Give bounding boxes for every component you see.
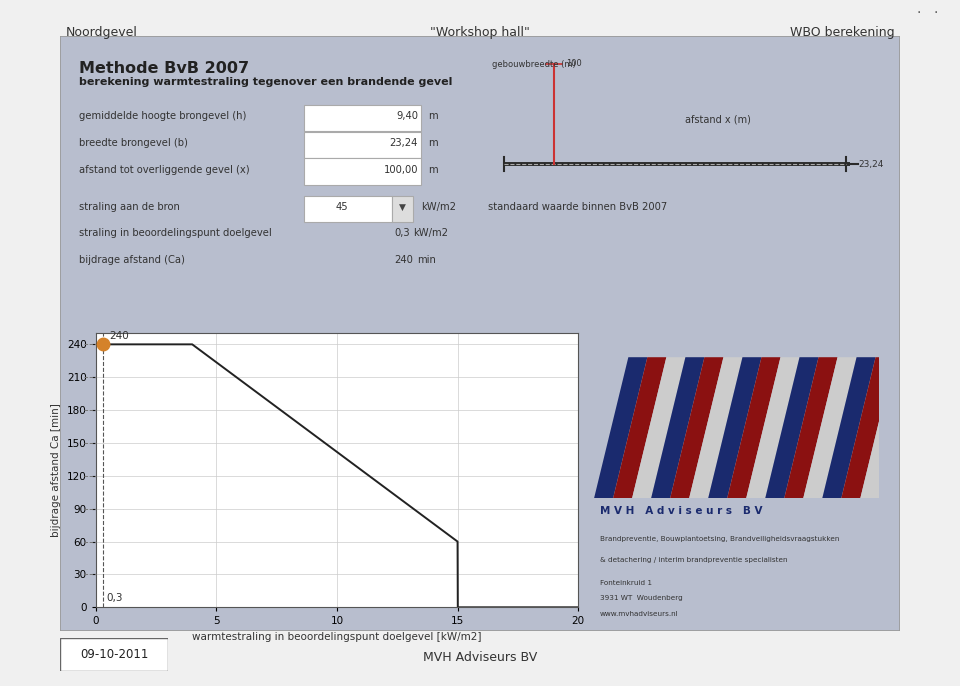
Polygon shape: [594, 357, 647, 498]
Text: MVH Adviseurs BV: MVH Adviseurs BV: [422, 651, 538, 663]
Polygon shape: [632, 357, 685, 498]
Polygon shape: [823, 357, 876, 498]
Text: m: m: [428, 111, 438, 121]
Bar: [879, 357, 923, 498]
Polygon shape: [804, 357, 856, 498]
Text: Methode BvB 2007: Methode BvB 2007: [79, 60, 249, 75]
Text: straling aan de bron: straling aan de bron: [79, 202, 180, 212]
Polygon shape: [651, 357, 705, 498]
Text: Fonteinkruid 1: Fonteinkruid 1: [600, 580, 652, 586]
Bar: [594, 498, 879, 613]
X-axis label: warmtestraling in beoordelingspunt doelgevel [kW/m2]: warmtestraling in beoordelingspunt doelg…: [192, 632, 482, 642]
Text: afstand tot overliggende gevel (x): afstand tot overliggende gevel (x): [79, 165, 250, 175]
Text: & detachering / interim brandpreventie specialisten: & detachering / interim brandpreventie s…: [600, 557, 787, 563]
FancyBboxPatch shape: [303, 105, 421, 131]
FancyBboxPatch shape: [392, 196, 413, 222]
Text: Noordgevel: Noordgevel: [65, 26, 137, 39]
Text: 23,24: 23,24: [858, 160, 883, 169]
Text: 240: 240: [109, 331, 129, 341]
Text: afstand x (m): afstand x (m): [685, 115, 752, 125]
Text: ·: ·: [917, 6, 922, 20]
Polygon shape: [708, 357, 761, 498]
Text: m: m: [428, 165, 438, 175]
Text: "Workshop hall": "Workshop hall": [430, 26, 530, 39]
FancyBboxPatch shape: [303, 132, 421, 158]
Text: www.mvhadviseurs.nl: www.mvhadviseurs.nl: [600, 611, 679, 617]
Text: 240: 240: [395, 255, 414, 265]
FancyBboxPatch shape: [303, 196, 392, 222]
FancyBboxPatch shape: [303, 158, 421, 185]
Text: ▼: ▼: [399, 202, 406, 212]
Text: 100,00: 100,00: [383, 165, 418, 175]
Polygon shape: [670, 357, 724, 498]
Text: 45: 45: [335, 202, 348, 212]
Text: min: min: [417, 255, 436, 265]
Polygon shape: [841, 357, 895, 498]
Text: Brandpreventie, Bouwplantoetsing, Brandveiligheidsvraagstukken: Brandpreventie, Bouwplantoetsing, Brandv…: [600, 536, 839, 543]
Text: 100: 100: [566, 60, 582, 69]
Text: m: m: [428, 138, 438, 148]
Y-axis label: bijdrage afstand Ca [min]: bijdrage afstand Ca [min]: [52, 403, 61, 537]
Text: berekening warmtestraling tegenover een brandende gevel: berekening warmtestraling tegenover een …: [79, 78, 452, 87]
Text: gemiddelde hoogte brongevel (h): gemiddelde hoogte brongevel (h): [79, 111, 247, 121]
Text: standaard waarde binnen BvB 2007: standaard waarde binnen BvB 2007: [489, 202, 667, 212]
Polygon shape: [765, 357, 819, 498]
Polygon shape: [613, 357, 666, 498]
Text: kW/m2: kW/m2: [421, 202, 456, 212]
Text: 0,3: 0,3: [107, 593, 123, 603]
Polygon shape: [728, 357, 780, 498]
Text: 9,40: 9,40: [396, 111, 418, 121]
Text: 09-10-2011: 09-10-2011: [80, 648, 149, 661]
FancyBboxPatch shape: [60, 638, 168, 671]
Text: breedte brongevel (b): breedte brongevel (b): [79, 138, 188, 148]
Text: 3931 WT  Woudenberg: 3931 WT Woudenberg: [600, 595, 683, 602]
Polygon shape: [860, 357, 914, 498]
Text: WBO berekening: WBO berekening: [790, 26, 895, 39]
Polygon shape: [784, 357, 837, 498]
Text: gebouwbreedte (m): gebouwbreedte (m): [492, 60, 576, 69]
Polygon shape: [689, 357, 742, 498]
Text: ·: ·: [933, 6, 938, 20]
Text: 23,24: 23,24: [390, 138, 418, 148]
Text: bijdrage afstand (Ca): bijdrage afstand (Ca): [79, 255, 185, 265]
Text: M V H   A d v i s e u r s   B V: M V H A d v i s e u r s B V: [600, 506, 762, 516]
Text: straling in beoordelingspunt doelgevel: straling in beoordelingspunt doelgevel: [79, 228, 272, 238]
Text: kW/m2: kW/m2: [413, 228, 448, 238]
Text: 0,3: 0,3: [395, 228, 410, 238]
Polygon shape: [746, 357, 800, 498]
